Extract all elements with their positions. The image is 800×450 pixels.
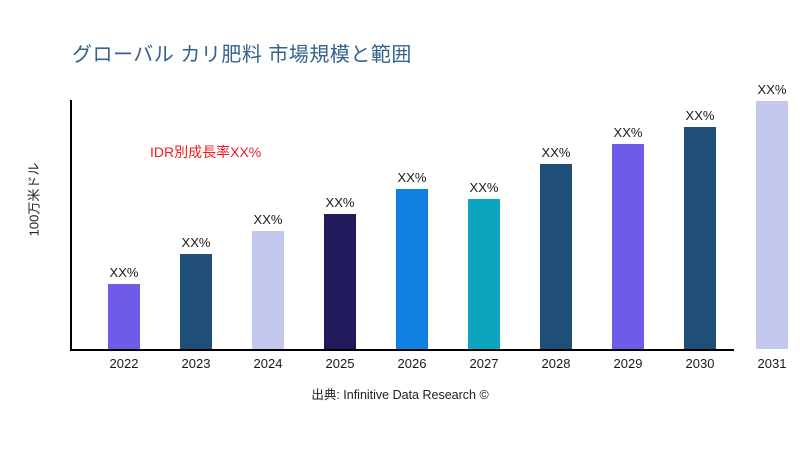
bar-rect [108,284,140,349]
bar-value-label: XX% [325,195,355,210]
bar-rect [396,189,428,349]
x-tick-2028: 2028 [541,356,571,371]
x-tick-2023: 2023 [181,356,211,371]
x-tick-2027: 2027 [469,356,499,371]
bar-2022: XX% [108,265,140,349]
bar-value-label: XX% [613,125,643,140]
x-tick-2029: 2029 [613,356,643,371]
x-axis-line [70,349,734,351]
bar-value-label: XX% [757,82,787,97]
bar-value-label: XX% [397,170,427,185]
y-axis-label: 100万米ドル [26,162,42,237]
x-tick-2031: 2031 [757,356,787,371]
bar-2031: XX% [756,82,788,349]
bar-rect [540,164,572,349]
bar-2025: XX% [324,195,356,349]
plot-area: IDR別成長率XX% XX% XX% XX% XX% XX% XX% XX% XX% XX% XX… [70,82,788,351]
bar-value-label: XX% [181,235,211,250]
bar-2023: XX% [180,235,212,349]
bar-rect [612,144,644,349]
bar-2027: XX% [468,180,500,349]
bar-2026: XX% [396,170,428,349]
x-tick-2030: 2030 [685,356,715,371]
x-tick-2022: 2022 [109,356,139,371]
bar-rect [180,254,212,349]
bar-2028: XX% [540,145,572,349]
bar-value-label: XX% [469,180,499,195]
source-note: 出典: Infinitive Data Research © [311,388,489,402]
bar-2029: XX% [612,125,644,349]
x-tick-2024: 2024 [253,356,283,371]
bar-value-label: XX% [685,108,715,123]
bar-2030: XX% [684,108,716,349]
y-axis-line [70,100,72,351]
bar-rect [756,101,788,349]
x-tick-2025: 2025 [325,356,355,371]
bar-rect [324,214,356,349]
bar-rect [252,231,284,349]
page-title: グローバル カリ肥料 市場規模と範囲 [72,44,412,66]
bar-value-label: XX% [109,265,139,280]
bar-2024: XX% [252,212,284,349]
bar-value-label: XX% [541,145,571,160]
bar-rect [684,127,716,349]
x-tick-2026: 2026 [397,356,427,371]
bar-value-label: XX% [253,212,283,227]
bar-rect [468,199,500,349]
growth-rate-annotation: IDR別成長率XX% [150,144,262,160]
